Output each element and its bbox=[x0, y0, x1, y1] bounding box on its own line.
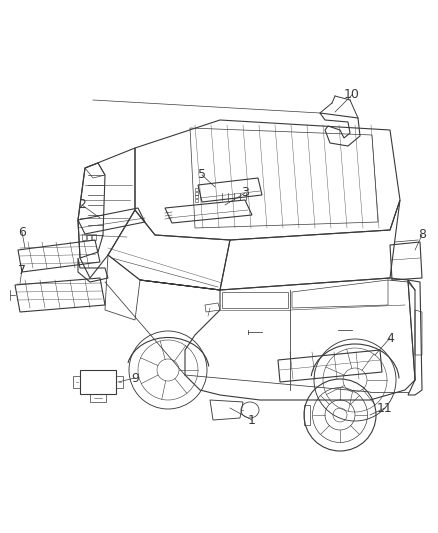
Text: 9: 9 bbox=[131, 372, 139, 384]
Bar bbox=[73, 376, 80, 388]
Text: 7: 7 bbox=[18, 263, 26, 277]
Text: 2: 2 bbox=[78, 198, 86, 212]
Text: 6: 6 bbox=[18, 225, 26, 238]
Bar bbox=[90, 394, 106, 402]
Bar bbox=[80, 370, 116, 394]
Text: 4: 4 bbox=[386, 332, 394, 344]
Text: 3: 3 bbox=[241, 187, 249, 199]
Text: 5: 5 bbox=[198, 168, 206, 182]
Text: 11: 11 bbox=[377, 401, 393, 415]
Text: 10: 10 bbox=[344, 88, 360, 101]
Bar bbox=[116, 376, 123, 388]
Text: 8: 8 bbox=[418, 229, 426, 241]
Text: 1: 1 bbox=[248, 414, 256, 426]
